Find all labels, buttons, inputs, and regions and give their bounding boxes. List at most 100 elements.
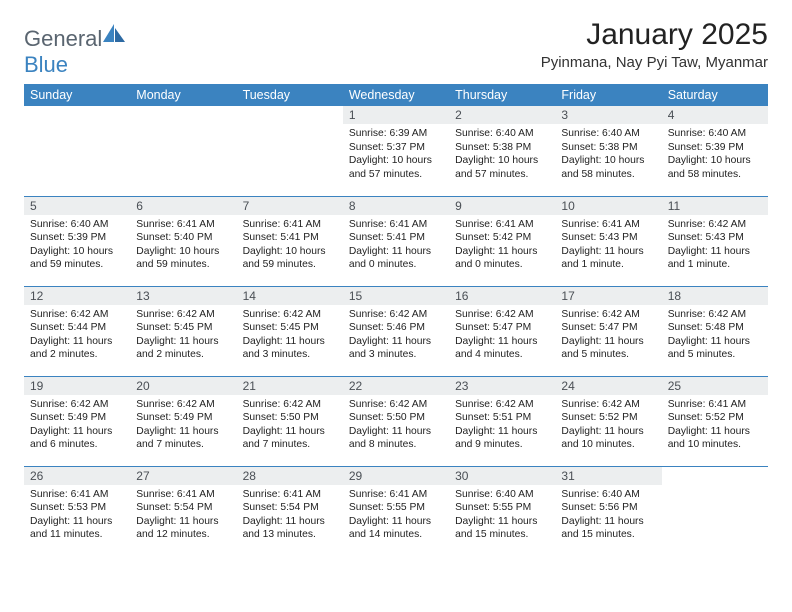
calendar-cell: 19Sunrise: 6:42 AMSunset: 5:49 PMDayligh… [24, 376, 130, 466]
day-number: 14 [237, 287, 343, 305]
day-details: Sunrise: 6:42 AMSunset: 5:49 PMDaylight:… [130, 395, 236, 454]
day-number: 30 [449, 467, 555, 485]
calendar-cell: 11Sunrise: 6:42 AMSunset: 5:43 PMDayligh… [662, 196, 768, 286]
calendar-cell: 20Sunrise: 6:42 AMSunset: 5:49 PMDayligh… [130, 376, 236, 466]
day-details: Sunrise: 6:41 AMSunset: 5:42 PMDaylight:… [449, 215, 555, 274]
calendar-week: 26Sunrise: 6:41 AMSunset: 5:53 PMDayligh… [24, 466, 768, 556]
month-title: January 2025 [541, 18, 768, 52]
day-number: 12 [24, 287, 130, 305]
calendar-body: 1Sunrise: 6:39 AMSunset: 5:37 PMDaylight… [24, 106, 768, 556]
calendar-cell: 25Sunrise: 6:41 AMSunset: 5:52 PMDayligh… [662, 376, 768, 466]
calendar-cell: 13Sunrise: 6:42 AMSunset: 5:45 PMDayligh… [130, 286, 236, 376]
day-number: 23 [449, 377, 555, 395]
sail-icon [103, 24, 125, 42]
day-number: 16 [449, 287, 555, 305]
day-details: Sunrise: 6:40 AMSunset: 5:39 PMDaylight:… [24, 215, 130, 274]
day-header: Saturday [662, 84, 768, 106]
day-details: Sunrise: 6:39 AMSunset: 5:37 PMDaylight:… [343, 124, 449, 183]
calendar-cell: 14Sunrise: 6:42 AMSunset: 5:45 PMDayligh… [237, 286, 343, 376]
calendar-cell: 7Sunrise: 6:41 AMSunset: 5:41 PMDaylight… [237, 196, 343, 286]
day-number: 19 [24, 377, 130, 395]
calendar-page: General Blue January 2025 Pyinmana, Nay … [0, 0, 792, 568]
calendar-cell: 5Sunrise: 6:40 AMSunset: 5:39 PMDaylight… [24, 196, 130, 286]
calendar-cell: 23Sunrise: 6:42 AMSunset: 5:51 PMDayligh… [449, 376, 555, 466]
day-details: Sunrise: 6:41 AMSunset: 5:52 PMDaylight:… [662, 395, 768, 454]
day-details: Sunrise: 6:40 AMSunset: 5:56 PMDaylight:… [555, 485, 661, 544]
day-number: 31 [555, 467, 661, 485]
day-details: Sunrise: 6:41 AMSunset: 5:53 PMDaylight:… [24, 485, 130, 544]
day-number: 4 [662, 106, 768, 124]
calendar-cell: 22Sunrise: 6:42 AMSunset: 5:50 PMDayligh… [343, 376, 449, 466]
day-number: 11 [662, 197, 768, 215]
day-header: Tuesday [237, 84, 343, 106]
calendar-cell: 27Sunrise: 6:41 AMSunset: 5:54 PMDayligh… [130, 466, 236, 556]
calendar-table: SundayMondayTuesdayWednesdayThursdayFrid… [24, 84, 768, 556]
brand-word1: General [24, 26, 102, 51]
day-details: Sunrise: 6:41 AMSunset: 5:41 PMDaylight:… [343, 215, 449, 274]
day-details: Sunrise: 6:42 AMSunset: 5:47 PMDaylight:… [449, 305, 555, 364]
calendar-cell: 6Sunrise: 6:41 AMSunset: 5:40 PMDaylight… [130, 196, 236, 286]
day-details: Sunrise: 6:42 AMSunset: 5:52 PMDaylight:… [555, 395, 661, 454]
location-text: Pyinmana, Nay Pyi Taw, Myanmar [541, 54, 768, 71]
calendar-cell: 8Sunrise: 6:41 AMSunset: 5:41 PMDaylight… [343, 196, 449, 286]
day-details: Sunrise: 6:41 AMSunset: 5:54 PMDaylight:… [237, 485, 343, 544]
calendar-cell: 28Sunrise: 6:41 AMSunset: 5:54 PMDayligh… [237, 466, 343, 556]
calendar-cell [662, 466, 768, 556]
calendar-cell: 18Sunrise: 6:42 AMSunset: 5:48 PMDayligh… [662, 286, 768, 376]
calendar-cell: 16Sunrise: 6:42 AMSunset: 5:47 PMDayligh… [449, 286, 555, 376]
day-header-row: SundayMondayTuesdayWednesdayThursdayFrid… [24, 84, 768, 106]
day-details: Sunrise: 6:42 AMSunset: 5:43 PMDaylight:… [662, 215, 768, 274]
day-number: 28 [237, 467, 343, 485]
day-number: 6 [130, 197, 236, 215]
day-number: 3 [555, 106, 661, 124]
day-details: Sunrise: 6:40 AMSunset: 5:38 PMDaylight:… [555, 124, 661, 183]
day-number: 20 [130, 377, 236, 395]
day-number: 25 [662, 377, 768, 395]
brand-logo: General Blue [24, 18, 125, 78]
calendar-cell: 10Sunrise: 6:41 AMSunset: 5:43 PMDayligh… [555, 196, 661, 286]
calendar-cell: 24Sunrise: 6:42 AMSunset: 5:52 PMDayligh… [555, 376, 661, 466]
day-details: Sunrise: 6:42 AMSunset: 5:45 PMDaylight:… [237, 305, 343, 364]
calendar-cell: 2Sunrise: 6:40 AMSunset: 5:38 PMDaylight… [449, 106, 555, 196]
calendar-cell: 21Sunrise: 6:42 AMSunset: 5:50 PMDayligh… [237, 376, 343, 466]
day-details: Sunrise: 6:42 AMSunset: 5:51 PMDaylight:… [449, 395, 555, 454]
day-number: 17 [555, 287, 661, 305]
calendar-cell: 4Sunrise: 6:40 AMSunset: 5:39 PMDaylight… [662, 106, 768, 196]
calendar-cell: 17Sunrise: 6:42 AMSunset: 5:47 PMDayligh… [555, 286, 661, 376]
day-details: Sunrise: 6:40 AMSunset: 5:38 PMDaylight:… [449, 124, 555, 183]
calendar-cell: 26Sunrise: 6:41 AMSunset: 5:53 PMDayligh… [24, 466, 130, 556]
day-details: Sunrise: 6:41 AMSunset: 5:54 PMDaylight:… [130, 485, 236, 544]
day-details: Sunrise: 6:41 AMSunset: 5:41 PMDaylight:… [237, 215, 343, 274]
day-number: 26 [24, 467, 130, 485]
day-details: Sunrise: 6:42 AMSunset: 5:50 PMDaylight:… [343, 395, 449, 454]
calendar-cell [237, 106, 343, 196]
day-details: Sunrise: 6:41 AMSunset: 5:40 PMDaylight:… [130, 215, 236, 274]
day-header: Friday [555, 84, 661, 106]
day-details: Sunrise: 6:42 AMSunset: 5:49 PMDaylight:… [24, 395, 130, 454]
day-details: Sunrise: 6:42 AMSunset: 5:47 PMDaylight:… [555, 305, 661, 364]
day-number: 29 [343, 467, 449, 485]
calendar-week: 5Sunrise: 6:40 AMSunset: 5:39 PMDaylight… [24, 196, 768, 286]
day-details: Sunrise: 6:41 AMSunset: 5:55 PMDaylight:… [343, 485, 449, 544]
day-number: 18 [662, 287, 768, 305]
day-number: 24 [555, 377, 661, 395]
calendar-cell: 3Sunrise: 6:40 AMSunset: 5:38 PMDaylight… [555, 106, 661, 196]
day-details: Sunrise: 6:42 AMSunset: 5:48 PMDaylight:… [662, 305, 768, 364]
day-header: Wednesday [343, 84, 449, 106]
day-number: 9 [449, 197, 555, 215]
title-block: January 2025 Pyinmana, Nay Pyi Taw, Myan… [541, 18, 768, 71]
calendar-week: 19Sunrise: 6:42 AMSunset: 5:49 PMDayligh… [24, 376, 768, 466]
day-number: 22 [343, 377, 449, 395]
day-number: 15 [343, 287, 449, 305]
calendar-cell: 30Sunrise: 6:40 AMSunset: 5:55 PMDayligh… [449, 466, 555, 556]
calendar-cell: 15Sunrise: 6:42 AMSunset: 5:46 PMDayligh… [343, 286, 449, 376]
calendar-cell: 31Sunrise: 6:40 AMSunset: 5:56 PMDayligh… [555, 466, 661, 556]
day-number: 1 [343, 106, 449, 124]
day-details: Sunrise: 6:42 AMSunset: 5:46 PMDaylight:… [343, 305, 449, 364]
day-number: 7 [237, 197, 343, 215]
day-details: Sunrise: 6:40 AMSunset: 5:55 PMDaylight:… [449, 485, 555, 544]
day-number: 27 [130, 467, 236, 485]
calendar-cell: 12Sunrise: 6:42 AMSunset: 5:44 PMDayligh… [24, 286, 130, 376]
day-number: 5 [24, 197, 130, 215]
day-header: Monday [130, 84, 236, 106]
